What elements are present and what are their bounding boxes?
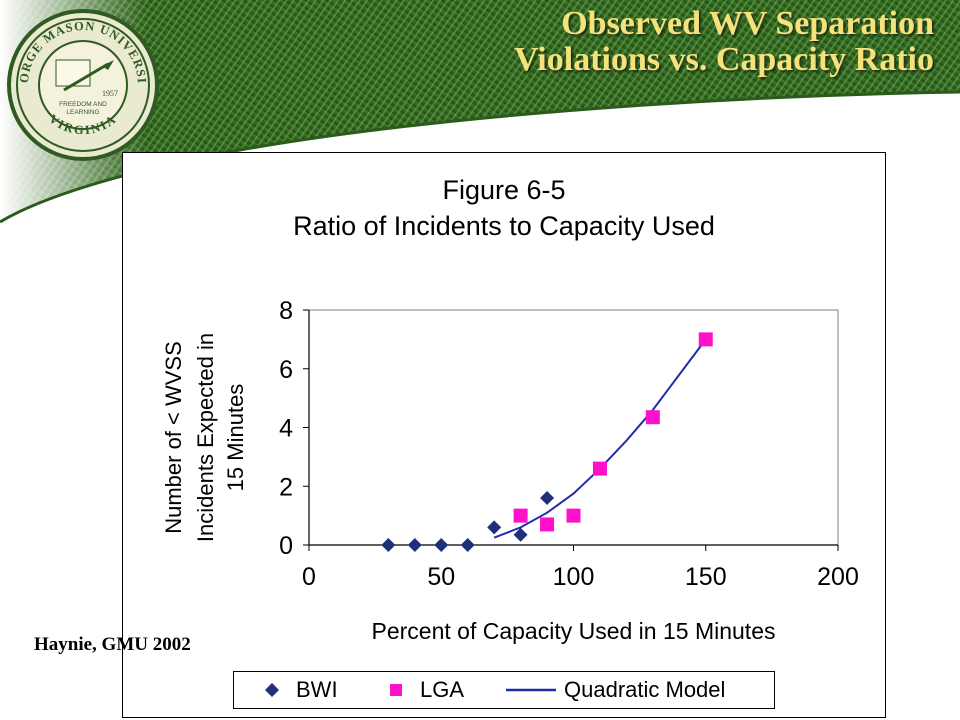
x-tick-label: 100 [553, 563, 595, 591]
slide-title-line-2: Violations vs. Capacity Ratio [514, 41, 934, 78]
lga-point [540, 517, 555, 532]
seal-year: 1957 [102, 89, 118, 98]
x-tick-label: 150 [685, 563, 727, 591]
x-tick-label: 50 [427, 563, 455, 591]
slide-title-line-1: Observed WV Separation [561, 5, 934, 42]
bwi-point [460, 538, 475, 552]
series-quadratic-model-line [493, 338, 707, 539]
y-tick-label: 0 [279, 532, 293, 560]
seal-center-text-1: FREEDOM AND [59, 101, 107, 108]
lga-point [698, 332, 713, 347]
legend-square-marker [390, 684, 402, 696]
legend-line-marker [506, 688, 556, 692]
chart-title-line-2: Ratio of Incidents to Capacity Used [293, 211, 715, 241]
seal-center-text-2: LEARNING [66, 109, 99, 116]
chart-title-line-1: Figure 6-5 [442, 175, 566, 205]
legend-diamond-marker [265, 683, 279, 697]
bwi-point [513, 527, 528, 542]
y-tick-label: 8 [279, 297, 293, 325]
bwi-point [407, 538, 422, 552]
lga-point [592, 461, 607, 476]
bwi-point [540, 491, 555, 505]
bwi-point [434, 538, 449, 552]
chart-legend: BWI LGA Quadratic Model [233, 671, 775, 709]
y-axis-label-line: Incidents Expected in [193, 333, 218, 542]
y-tick-label: 2 [279, 473, 293, 501]
lga-point [645, 410, 660, 425]
lga-point [513, 508, 528, 523]
bwi-point [487, 520, 502, 535]
lga-point [566, 508, 581, 523]
chart-panel: Figure 6-5 Ratio of Incidents to Capacit… [122, 152, 886, 718]
university-seal-logo: GEORGE MASON UNIVERSITY VIRGINIA 1957 FR… [4, 6, 159, 161]
slide-title: Observed WV Separation Violations vs. Ca… [514, 6, 934, 78]
y-tick-label: 4 [279, 415, 293, 443]
y-axis-label-line: 15 Minutes [223, 384, 248, 492]
legend-label-quadratic-model: Quadratic Model [564, 677, 726, 702]
x-tick-label: 0 [302, 563, 316, 591]
y-axis-label-line: Number of < WVSS [161, 341, 186, 534]
legend-label-lga: LGA [420, 677, 465, 702]
legend-label-bwi: BWI [296, 677, 338, 702]
y-tick-label: 6 [279, 356, 293, 384]
author-credit: Haynie, GMU 2002 [34, 634, 191, 655]
scatter-chart: 0 50 100 150 200 0 2 4 6 8 Percent of Capacity Use… [161, 297, 859, 644]
x-axis-label: Percent of Capacity Used in 15 Minutes [372, 618, 776, 644]
x-tick-label: 200 [817, 563, 859, 591]
bwi-point [381, 538, 396, 552]
